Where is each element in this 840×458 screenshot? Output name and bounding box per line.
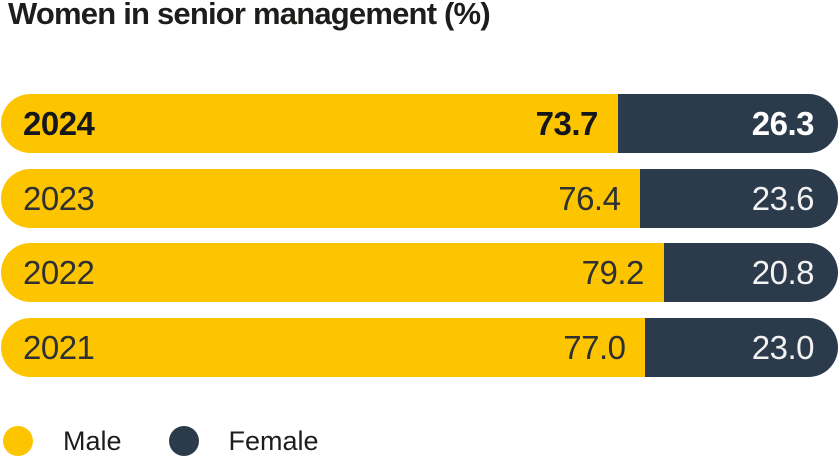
bar-segment-male: 2023 76.4 bbox=[1, 168, 641, 228]
bar-year-label: 2021 bbox=[23, 328, 95, 366]
bar-row-2023: 2023 76.4 23.6 bbox=[1, 168, 838, 228]
bar-segment-male: 2021 77.0 bbox=[1, 317, 646, 377]
legend: Male Female bbox=[3, 426, 319, 456]
bar-segment-female: 23.6 bbox=[640, 168, 838, 228]
bar-female-value: 20.8 bbox=[751, 254, 815, 291]
legend-color-dot-icon bbox=[3, 426, 33, 456]
bar-segment-male: 2022 79.2 bbox=[1, 243, 664, 302]
legend-item-female: Female bbox=[168, 425, 319, 456]
chart-title: Women in senior management (%) bbox=[8, 0, 491, 31]
bar-segment-female: 20.8 bbox=[663, 243, 838, 302]
bar-segment-male: 2024 73.7 bbox=[1, 94, 618, 153]
bar-row-2022: 2022 79.2 20.8 bbox=[1, 243, 838, 302]
bar-row-2021: 2021 77.0 23.0 bbox=[1, 317, 838, 377]
bar-segment-female: 23.0 bbox=[645, 317, 838, 377]
legend-color-dot-icon bbox=[168, 426, 199, 456]
bar-male-value: 73.7 bbox=[535, 105, 599, 142]
bar-segment-female: 26.3 bbox=[617, 94, 838, 153]
bar-year-label: 2023 bbox=[23, 179, 95, 217]
bar-female-value: 23.0 bbox=[751, 328, 815, 366]
bar-male-value: 79.2 bbox=[581, 254, 645, 291]
bar-female-value: 26.3 bbox=[751, 105, 815, 142]
bar-year-label: 2022 bbox=[23, 254, 95, 291]
bar-male-value: 77.0 bbox=[563, 328, 626, 366]
legend-label: Male bbox=[63, 425, 122, 456]
bar-row-2024: 2024 73.7 26.3 bbox=[1, 94, 838, 153]
bar-chart: 2024 73.7 26.3 2023 76.4 23.6 2022 79.2 … bbox=[1, 94, 838, 377]
legend-item-male: Male bbox=[3, 426, 122, 456]
bar-year-label: 2024 bbox=[23, 105, 95, 142]
legend-label: Female bbox=[228, 425, 319, 456]
bar-male-value: 76.4 bbox=[558, 179, 621, 217]
bar-female-value: 23.6 bbox=[751, 179, 815, 217]
